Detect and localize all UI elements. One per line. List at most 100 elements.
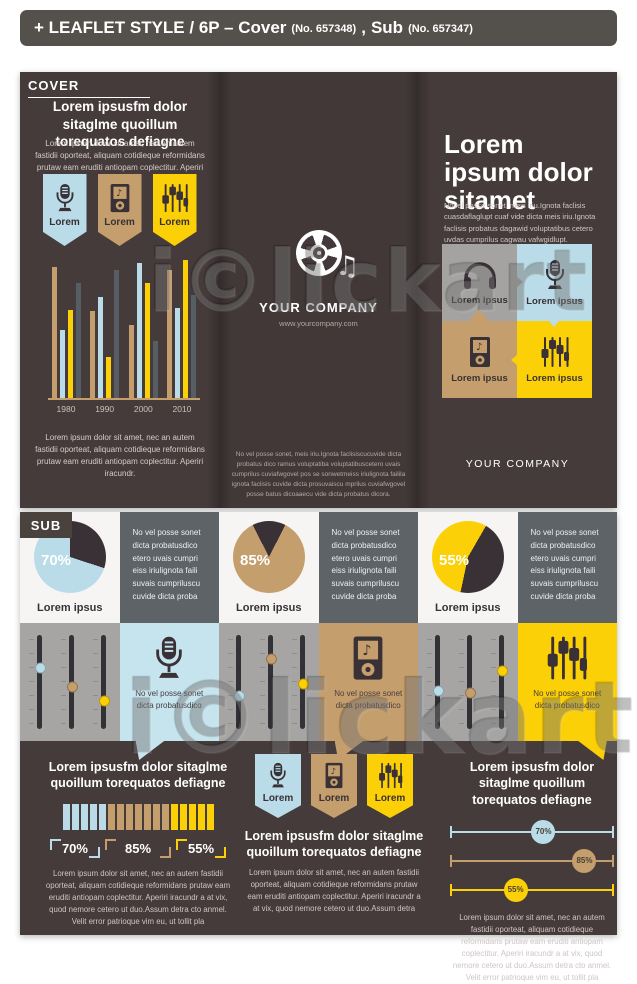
company-name-footer: YOUR COMPANY bbox=[465, 458, 570, 470]
cover-left-panel: Lorem ipsusfm dolor sitaglme quoillum to… bbox=[20, 72, 219, 508]
bracket-value: 55% bbox=[176, 838, 227, 858]
svg-text:♪: ♪ bbox=[363, 643, 372, 659]
slider-knob[interactable] bbox=[464, 687, 476, 699]
slider-knob[interactable] bbox=[233, 690, 245, 702]
music-player-icon: ♪ bbox=[469, 336, 490, 367]
section-title: Lorem ipsusfm dolor sitaglme quoillum to… bbox=[469, 760, 595, 807]
slider-knob[interactable] bbox=[98, 695, 110, 707]
equalizer-icon bbox=[547, 636, 588, 680]
info-block: No vel posse sonet dicta probatusdico et… bbox=[119, 512, 219, 623]
tile-microphone: Lorem ipsus bbox=[517, 244, 592, 321]
stat-label: Lorem ipsus bbox=[37, 602, 103, 614]
sub-preview: SUB 70% Lorem ipsus No vel posse sonet d… bbox=[20, 512, 634, 982]
bar-group bbox=[90, 260, 120, 398]
cover-preview: COVER Lorem ipsusfm dolor sitaglme quoil… bbox=[20, 72, 617, 508]
pie-chart-85 bbox=[232, 521, 305, 593]
segmented-progress-bar bbox=[44, 803, 232, 830]
cover-fineprint: No vel posse sonet, meis iriu.Ignota fac… bbox=[231, 451, 406, 499]
cover-middle-panel: ♫ YOUR COMPANY www.yourcompany.com No ve… bbox=[219, 72, 418, 508]
bar-gray bbox=[152, 341, 158, 398]
music-player-icon: ♪ bbox=[110, 183, 129, 213]
section-body: Lorem ipsum dolor sit amet, nec an autem… bbox=[45, 868, 231, 926]
tile-label: Lorem ipsus bbox=[526, 295, 583, 307]
slider-knob[interactable] bbox=[265, 653, 277, 664]
stats-row: 70% Lorem ipsus No vel posse sonet dicta… bbox=[20, 512, 617, 623]
bar-axis-label: 1980 bbox=[56, 404, 76, 414]
horizontal-slider[interactable]: 55% bbox=[450, 877, 614, 902]
slider-knob[interactable] bbox=[34, 662, 46, 674]
slider-track bbox=[36, 635, 42, 729]
slider-rack bbox=[20, 623, 120, 741]
stat-card: 85% Lorem ipsus bbox=[219, 512, 319, 623]
bar-chart-axis: 1980 1990 2000 2010 bbox=[48, 404, 200, 414]
equalizer-icon bbox=[378, 762, 402, 789]
vertical-slider[interactable] bbox=[92, 635, 111, 729]
vertical-slider[interactable] bbox=[28, 635, 47, 729]
microphone-icon bbox=[545, 259, 564, 289]
bar-axis-label: 2010 bbox=[172, 404, 192, 414]
svg-text:♪: ♪ bbox=[331, 766, 336, 776]
tile-label: Lorem ipsus bbox=[451, 294, 508, 306]
bottom-right-section: Lorem ipsusfm dolor sitaglme quoillum to… bbox=[450, 759, 614, 984]
bar-group bbox=[52, 260, 81, 398]
banner-microphone: Lorem bbox=[42, 174, 87, 246]
slider-value-knob[interactable]: 85% bbox=[572, 848, 597, 873]
bar-chart: 1980 1990 2000 2010 bbox=[48, 260, 200, 414]
horizontal-slider[interactable]: 70% bbox=[450, 819, 614, 844]
callout-music-player: ♪ No vel posse sonet dicta probatusdico bbox=[318, 623, 418, 760]
slider-knob[interactable] bbox=[432, 685, 444, 697]
pie-value: 55% bbox=[439, 552, 470, 569]
cover-number: (No. 657348) bbox=[291, 23, 357, 35]
horizontal-slider[interactable]: 85% bbox=[450, 848, 614, 873]
vertical-slider[interactable] bbox=[60, 635, 79, 729]
banner-row: Lorem ♪ Lorem bbox=[244, 754, 424, 818]
slider-track bbox=[100, 635, 106, 729]
music-player-icon: ♪ bbox=[353, 636, 383, 680]
bar-axis-label: 2000 bbox=[133, 404, 153, 414]
stat-card: 55% Lorem ipsus bbox=[418, 512, 518, 623]
vertical-slider[interactable] bbox=[426, 635, 445, 729]
section-body: Lorem ipsum dolor sit amet, nec an autem… bbox=[452, 912, 612, 983]
progress-segment bbox=[80, 803, 88, 830]
bottom-middle-section: Lorem ♪ Lorem bbox=[244, 754, 424, 915]
vertical-slider[interactable] bbox=[458, 635, 477, 729]
vertical-slider[interactable] bbox=[291, 635, 310, 729]
cover-main-title: Lorem ipsum dolor sitamet bbox=[444, 129, 593, 216]
sub-number: (No. 657347) bbox=[408, 23, 473, 35]
headphones-icon bbox=[463, 261, 496, 289]
banner-equalizer: Lorem bbox=[152, 174, 197, 246]
progress-segment bbox=[206, 803, 214, 830]
slider-knob[interactable] bbox=[496, 665, 508, 677]
bar-yellow bbox=[68, 309, 73, 398]
banner-label: Lorem bbox=[104, 217, 135, 228]
banner-music-player: ♪ Lorem bbox=[97, 174, 142, 246]
banner-equalizer: Lorem bbox=[367, 754, 413, 818]
equalizer-icon bbox=[161, 183, 188, 213]
slider-track bbox=[267, 635, 273, 729]
bar-group bbox=[128, 260, 158, 398]
slider-track bbox=[235, 635, 241, 729]
value-brackets: 70% 85% 55% bbox=[44, 838, 232, 858]
cover-main-body: Novel posse sonet, meis iriu.Ignota facl… bbox=[444, 201, 596, 244]
slider-knob[interactable] bbox=[297, 678, 309, 690]
bar-axis-label: 1990 bbox=[95, 404, 115, 414]
slider-value-knob[interactable]: 70% bbox=[531, 819, 556, 844]
company-website: www.yourcompany.com bbox=[279, 319, 358, 328]
title-text: + LEAFLET STYLE / 6P – Cover bbox=[34, 18, 287, 37]
bar-yellow bbox=[144, 283, 150, 398]
bar-blue bbox=[60, 330, 65, 398]
vertical-slider[interactable] bbox=[227, 635, 246, 729]
tile-equalizer: Lorem ipsus bbox=[517, 321, 592, 398]
banner-label: Lorem bbox=[49, 217, 80, 228]
bracket-value: 70% bbox=[49, 838, 101, 858]
slider-knob[interactable] bbox=[66, 681, 78, 693]
vertical-slider[interactable] bbox=[490, 635, 509, 729]
slider-value-knob[interactable]: 55% bbox=[503, 877, 528, 902]
progress-segment bbox=[188, 803, 196, 830]
progress-segment bbox=[62, 803, 70, 830]
comma: , bbox=[361, 18, 366, 37]
music-player-icon: ♪ bbox=[325, 762, 343, 789]
vertical-slider[interactable] bbox=[259, 635, 278, 729]
microphone-icon bbox=[56, 183, 73, 212]
callout-text: No vel posse sonet dicta probatusdico bbox=[334, 689, 403, 710]
